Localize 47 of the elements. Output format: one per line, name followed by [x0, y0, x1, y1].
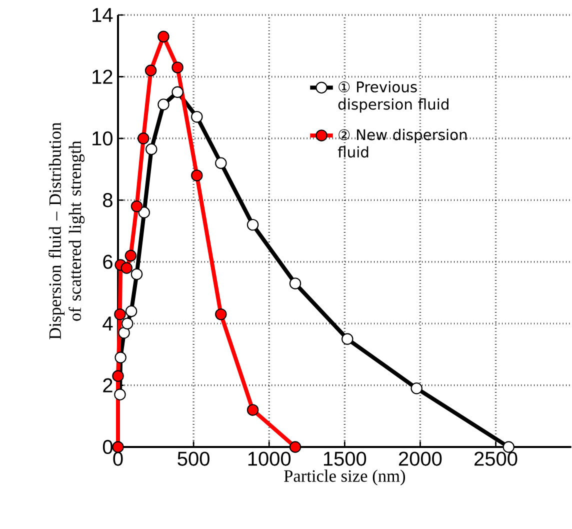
point: [118, 326, 130, 339]
point: [122, 318, 134, 330]
point: [246, 404, 259, 416]
x-tick-label: 500: [178, 452, 210, 466]
point: [120, 262, 132, 274]
x-tick-label: 1000: [248, 452, 291, 466]
x-tick-label: 1500: [324, 452, 366, 466]
point: [289, 278, 302, 290]
y-tick-label: 0: [102, 440, 112, 454]
y-tick-label: 6: [103, 254, 112, 269]
y-axis-title: Dispersion fluid – Distribution of scattered light strength: [48, 122, 85, 340]
x-tick-label: 0: [113, 452, 123, 466]
point: [114, 308, 126, 320]
point: [125, 305, 138, 318]
y-tick-label: 12: [92, 70, 112, 84]
point: [138, 206, 150, 218]
point: [138, 132, 150, 144]
point: [172, 86, 184, 98]
y-tick-label: 10: [92, 131, 112, 146]
point: [146, 143, 158, 156]
point: [215, 157, 227, 169]
point: [130, 200, 143, 212]
point: [144, 64, 157, 76]
point: [410, 382, 422, 394]
legend-label: ② New dispersion fluid: [338, 128, 467, 158]
point: [342, 333, 354, 345]
x-axis-title: Particle size (nm): [284, 470, 406, 486]
point: [191, 170, 203, 182]
y-tick-label: 14: [92, 8, 113, 22]
point: [130, 268, 143, 280]
legend-label: ① Previous dispersion fluid: [338, 81, 448, 113]
y-tick-label: 2: [103, 378, 112, 392]
y-tick-label: 4: [102, 316, 113, 330]
point: [114, 388, 126, 400]
x-tick-label: 2000: [398, 452, 442, 466]
point: [114, 352, 126, 364]
y-tick-label: 8: [103, 193, 112, 208]
point: [172, 62, 184, 74]
point: [124, 250, 137, 262]
point: [215, 308, 227, 320]
point: [158, 98, 170, 110]
x-tick-label: 2500: [474, 452, 518, 466]
point: [112, 370, 124, 382]
point: [289, 441, 302, 453]
point: [158, 30, 170, 42]
point: [246, 218, 259, 231]
point: [191, 110, 203, 123]
